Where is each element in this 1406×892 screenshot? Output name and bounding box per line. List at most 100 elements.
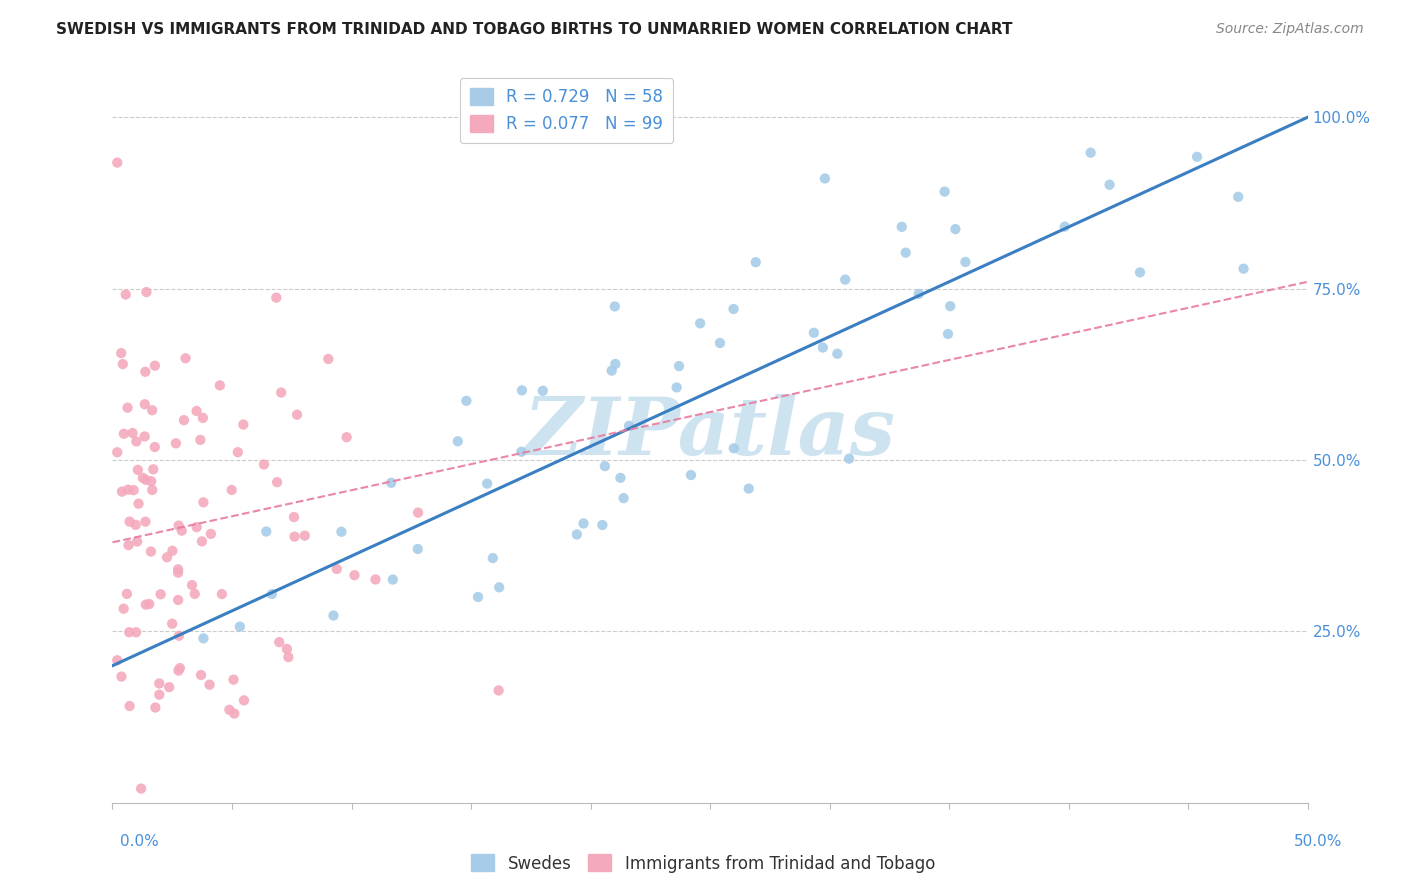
Point <box>254 524 277 539</box>
Point <box>955 255 977 269</box>
Point <box>229 620 252 634</box>
Point <box>135 598 157 612</box>
Point <box>145 700 167 714</box>
Point <box>139 474 162 488</box>
Point <box>1053 219 1076 234</box>
Point <box>738 482 761 496</box>
Text: 0.0%: 0.0% <box>120 834 159 849</box>
Point <box>510 384 533 398</box>
Point <box>330 524 353 539</box>
Point <box>665 380 688 394</box>
Point <box>668 359 690 373</box>
Point <box>934 185 956 199</box>
Point <box>593 459 616 474</box>
Point <box>605 357 627 371</box>
Point <box>224 706 246 721</box>
Point <box>834 273 856 287</box>
Point <box>167 518 190 533</box>
Point <box>531 384 554 398</box>
Point <box>191 534 214 549</box>
Point <box>814 171 837 186</box>
Point <box>380 475 402 490</box>
Point <box>198 678 221 692</box>
Point <box>1232 261 1254 276</box>
Point <box>125 434 148 449</box>
Point <box>745 255 768 269</box>
Point <box>1129 265 1152 279</box>
Point <box>482 551 505 566</box>
Point <box>134 429 156 443</box>
Point <box>142 462 165 476</box>
Point <box>190 668 212 682</box>
Point <box>591 518 613 533</box>
Point <box>277 650 299 665</box>
Point <box>111 357 134 371</box>
Point <box>679 468 702 483</box>
Point <box>276 641 298 656</box>
Point <box>838 451 860 466</box>
Point <box>181 578 204 592</box>
Point <box>283 510 305 524</box>
Point <box>134 515 156 529</box>
Point <box>184 587 207 601</box>
Text: Source: ZipAtlas.com: Source: ZipAtlas.com <box>1216 22 1364 37</box>
Point <box>165 436 187 450</box>
Point <box>1098 178 1121 192</box>
Text: 50.0%: 50.0% <box>1295 834 1343 849</box>
Point <box>115 587 138 601</box>
Point <box>157 680 180 694</box>
Point <box>285 408 308 422</box>
Point <box>129 781 152 796</box>
Point <box>160 616 183 631</box>
Point <box>269 635 291 649</box>
Point <box>193 495 215 509</box>
Point <box>167 562 190 576</box>
Point <box>117 401 139 415</box>
Point <box>105 653 128 667</box>
Point <box>343 568 366 582</box>
Point <box>232 417 254 432</box>
Point <box>148 688 170 702</box>
Point <box>336 430 359 444</box>
Point <box>110 669 132 683</box>
Point <box>467 590 489 604</box>
Point <box>1080 145 1102 160</box>
Point <box>406 541 429 556</box>
Point <box>1185 150 1208 164</box>
Point <box>270 385 292 400</box>
Point <box>510 444 533 458</box>
Point <box>127 463 149 477</box>
Point <box>121 425 143 440</box>
Point <box>218 703 240 717</box>
Point <box>811 341 834 355</box>
Point <box>364 573 387 587</box>
Point <box>143 359 166 373</box>
Point <box>134 365 156 379</box>
Point <box>600 364 623 378</box>
Point <box>723 301 745 316</box>
Point <box>167 566 190 580</box>
Point <box>186 404 208 418</box>
Point <box>260 587 283 601</box>
Point <box>135 285 157 299</box>
Point <box>125 625 148 640</box>
Point <box>105 155 128 169</box>
Point <box>572 516 595 531</box>
Point <box>134 397 156 411</box>
Point <box>406 506 429 520</box>
Point <box>124 517 146 532</box>
Point <box>326 562 349 576</box>
Point <box>609 471 631 485</box>
Point <box>603 300 626 314</box>
Point <box>723 442 745 456</box>
Point <box>447 434 470 449</box>
Point <box>936 326 959 341</box>
Point <box>162 543 184 558</box>
Point <box>132 471 155 485</box>
Point <box>221 483 243 497</box>
Point <box>118 515 141 529</box>
Point <box>456 393 478 408</box>
Point <box>266 475 288 490</box>
Point <box>169 661 191 675</box>
Point <box>174 351 197 366</box>
